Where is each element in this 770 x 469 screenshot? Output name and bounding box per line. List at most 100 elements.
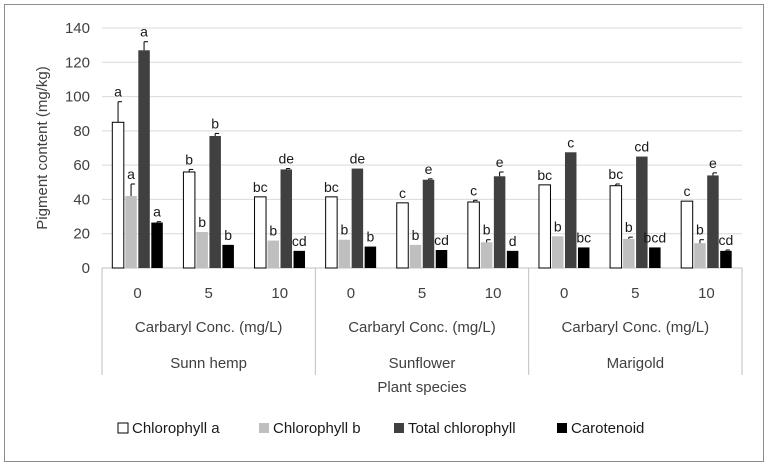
significance-letter: b xyxy=(483,222,491,238)
significance-letter: a xyxy=(153,204,161,220)
significance-letter: e xyxy=(496,154,504,170)
y-tick-label: 40 xyxy=(73,191,90,208)
bar xyxy=(396,202,409,269)
significance-letter: c xyxy=(470,182,477,198)
significance-letter: b xyxy=(554,218,562,234)
species-label: Sunflower xyxy=(389,355,456,372)
significance-letter: de xyxy=(350,151,366,167)
significance-letter: bc xyxy=(608,166,623,182)
bar xyxy=(506,250,519,268)
bar xyxy=(480,242,493,268)
bar xyxy=(351,168,364,268)
bar xyxy=(151,222,163,268)
concentration-tick-label: 5 xyxy=(204,285,212,302)
y-tick-label: 100 xyxy=(65,89,90,106)
concentration-axis-label: Carbaryl Conc. (mg/L) xyxy=(562,319,710,336)
bar xyxy=(609,185,623,269)
significance-letter: b xyxy=(211,115,219,131)
significance-letter: a xyxy=(140,24,148,40)
legend-swatch xyxy=(259,423,269,433)
y-tick-label: 120 xyxy=(65,54,90,71)
significance-letter: b xyxy=(340,222,348,238)
bar xyxy=(636,156,648,268)
concentration-tick-label: 10 xyxy=(698,285,715,302)
significance-letter: c xyxy=(567,134,574,150)
species-label: Sunn hemp xyxy=(170,355,247,372)
significance-letter: c xyxy=(683,183,690,199)
legend-label: Carotenoid xyxy=(571,420,644,437)
bar xyxy=(325,196,338,269)
y-axis-title: Pigment content (mg/kg) xyxy=(34,66,51,229)
significance-letter: b xyxy=(625,219,633,235)
bar xyxy=(467,201,480,269)
legend-swatch xyxy=(557,423,567,433)
bar xyxy=(409,244,422,268)
significance-letter: b xyxy=(366,229,374,245)
bar xyxy=(267,240,280,268)
significance-letter: de xyxy=(278,151,294,167)
bar xyxy=(280,169,293,268)
y-tick-label: 80 xyxy=(73,123,90,140)
bar xyxy=(293,250,306,268)
legend-label: Total chlorophyll xyxy=(408,420,516,437)
bar xyxy=(111,121,125,269)
significance-letter: bcd xyxy=(644,229,667,245)
bar xyxy=(649,247,661,268)
significance-letter: cd xyxy=(434,232,449,248)
bar xyxy=(564,152,577,268)
significance-letter: a xyxy=(114,84,122,100)
bar xyxy=(422,179,435,268)
significance-letter: b xyxy=(185,151,193,167)
significance-letter: b xyxy=(412,227,420,243)
bar xyxy=(435,250,448,268)
concentration-tick-label: 0 xyxy=(133,285,141,302)
y-tick-label: 60 xyxy=(73,157,90,174)
bar xyxy=(209,136,221,268)
y-tick-label: 20 xyxy=(73,226,90,243)
significance-letter: e xyxy=(709,155,717,171)
concentration-tick-label: 10 xyxy=(485,285,502,302)
bar xyxy=(222,244,234,268)
concentration-tick-label: 0 xyxy=(560,285,568,302)
concentration-tick-label: 5 xyxy=(631,285,639,302)
bar xyxy=(538,184,551,269)
bar xyxy=(182,171,196,269)
significance-letter: bc xyxy=(253,179,268,195)
legend-label: Chlorophyll a xyxy=(132,420,220,437)
bar xyxy=(623,238,635,268)
bar xyxy=(551,236,564,268)
significance-letter: b xyxy=(224,227,232,243)
legend-label: Chlorophyll b xyxy=(273,420,361,437)
concentration-tick-label: 10 xyxy=(271,285,288,302)
bar xyxy=(125,196,137,268)
significance-letter: b xyxy=(269,223,277,239)
concentration-axis-label: Carbaryl Conc. (mg/L) xyxy=(348,319,496,336)
legend-swatch xyxy=(394,423,404,433)
bar xyxy=(364,246,377,268)
significance-letter: bc xyxy=(324,179,339,195)
bar xyxy=(254,196,267,269)
concentration-tick-label: 0 xyxy=(347,285,355,302)
significance-letter: c xyxy=(399,185,406,201)
significance-letter: a xyxy=(127,166,135,182)
legend-swatch xyxy=(117,422,129,434)
bar xyxy=(138,50,150,269)
significance-letter: cd xyxy=(719,232,734,248)
bar xyxy=(196,232,208,268)
concentration-tick-label: 5 xyxy=(418,285,426,302)
significance-letter: b xyxy=(198,214,206,230)
bar xyxy=(577,247,590,268)
significance-letter: e xyxy=(425,161,433,177)
bar xyxy=(694,243,706,268)
significance-letter: bc xyxy=(576,229,591,245)
significance-letter: bc xyxy=(537,167,552,183)
bar xyxy=(338,239,351,268)
significance-letter: d xyxy=(509,233,517,249)
species-label: Marigold xyxy=(607,355,665,372)
bar xyxy=(680,200,694,269)
concentration-axis-label: Carbaryl Conc. (mg/L) xyxy=(135,319,283,336)
bar xyxy=(707,175,719,268)
significance-letter: b xyxy=(696,222,704,238)
significance-letter: cd xyxy=(292,233,307,249)
